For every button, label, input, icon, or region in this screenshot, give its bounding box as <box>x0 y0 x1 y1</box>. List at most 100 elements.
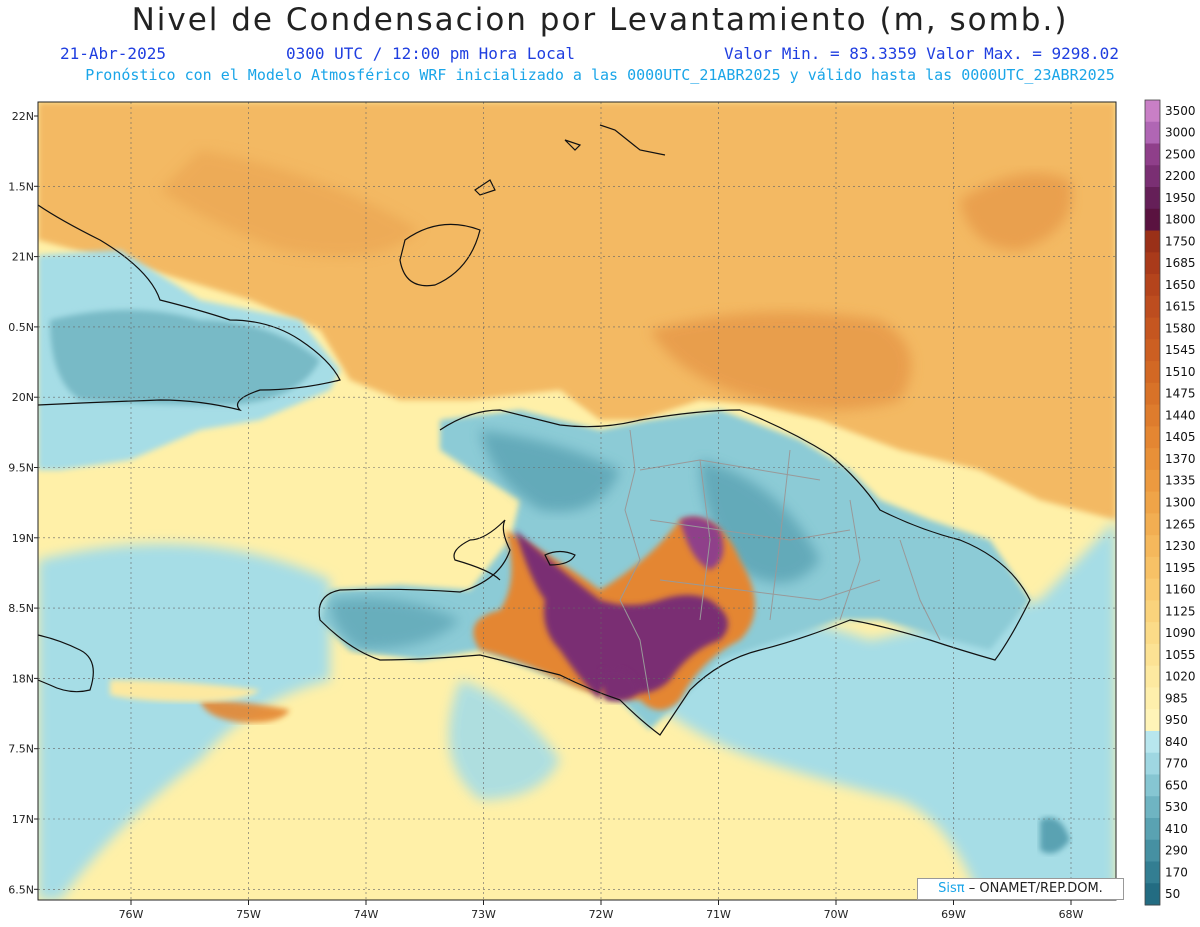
bahamas-island <box>474 179 496 196</box>
colorbar-swatch <box>1145 404 1160 427</box>
colorbar-label: 1335 <box>1165 474 1196 488</box>
jamaica-coast <box>38 634 94 693</box>
map-frame <box>37 101 1117 901</box>
lat-tick-label: 7.5N <box>8 743 34 756</box>
colorbar-swatch <box>1145 100 1160 123</box>
lat-tick-label: 18N <box>12 672 34 685</box>
sis-logo-text: Sisπ <box>938 881 965 896</box>
colorbar-label: 1650 <box>1165 278 1196 292</box>
colorbar-swatch <box>1145 426 1160 449</box>
cuba-teal <box>50 310 320 405</box>
hispaniola-teal <box>330 597 460 650</box>
colorbar-label: 290 <box>1165 844 1188 858</box>
lon-tick-label: 73W <box>471 908 496 921</box>
colorbar-label: 1545 <box>1165 343 1196 357</box>
credit-box: Sisπ – ONAMET/REP.DOM. <box>917 878 1124 900</box>
colorbar-swatch <box>1145 187 1160 210</box>
lat-tick-label: 21N <box>12 251 34 264</box>
colorbar-label: 1265 <box>1165 517 1196 531</box>
dark-orange-band <box>160 150 420 257</box>
latitude-axis: 22N 1.5N 21N 0.5N 20N 9.5N 19N 8.5N 18N 7.5N 17N 6.… <box>8 110 38 896</box>
colorbar-swatch <box>1145 469 1160 493</box>
colorbar-label: 1405 <box>1165 430 1196 444</box>
colorbar-label: 1055 <box>1165 648 1196 662</box>
colorbar-label: 50 <box>1165 887 1180 901</box>
colorbar-label: 1440 <box>1165 408 1196 422</box>
colorbar-swatch <box>1145 317 1160 340</box>
colorbar-swatch <box>1145 121 1160 145</box>
colorbar-label: 1300 <box>1165 496 1196 510</box>
colorbar-swatch <box>1145 752 1160 775</box>
colorbar-label: 950 <box>1165 713 1188 727</box>
colorbar-frame <box>1144 99 1161 906</box>
colorbar-swatch <box>1145 622 1160 645</box>
mountain-purple <box>600 667 640 702</box>
colorbar-swatch <box>1145 165 1160 188</box>
colorbar-swatch <box>1145 143 1160 166</box>
south-cyan-region <box>38 544 330 900</box>
longitude-axis: 76W 75W 74W 73W 72W 71W 70W 69W 68W <box>119 900 1084 921</box>
colorbar-swatch <box>1145 556 1160 580</box>
lon-tick-label: 74W <box>354 908 379 921</box>
colorbar-swatch <box>1145 839 1160 862</box>
colorbar-label: 1800 <box>1165 213 1196 227</box>
forecast-time: 0300 UTC / 12:00 pm Hora Local <box>286 44 575 63</box>
lon-tick-label: 75W <box>236 908 261 921</box>
colorbar-label: 1020 <box>1165 670 1196 684</box>
colorbar-label: 410 <box>1165 822 1188 836</box>
colorbar-swatch <box>1145 643 1160 667</box>
colorbar-swatch <box>1145 274 1160 297</box>
graticule <box>38 102 1116 900</box>
colorbar-label: 1370 <box>1165 452 1196 466</box>
lat-tick-label: 19N <box>12 532 34 545</box>
colorbar-label: 650 <box>1165 778 1188 792</box>
colorbar-label: 1510 <box>1165 365 1196 379</box>
colorbar-swatch <box>1145 208 1160 232</box>
colorbar-label: 530 <box>1165 800 1188 814</box>
colorbar-swatch <box>1145 796 1160 819</box>
colorbar-label: 3500 <box>1165 104 1196 118</box>
colorbar-swatch <box>1145 491 1160 514</box>
lon-tick-label: 68W <box>1059 908 1084 921</box>
colorbar-swatch <box>1145 578 1160 601</box>
lat-tick-label: 9.5N <box>8 462 34 475</box>
colorbar-swatch <box>1145 817 1160 841</box>
colorbar-swatch <box>1145 883 1160 906</box>
lon-tick-label: 76W <box>119 908 144 921</box>
colorbar-label: 1475 <box>1165 387 1196 401</box>
colorbar-label: 1125 <box>1165 604 1196 618</box>
colorbar-swatch <box>1145 513 1160 536</box>
bahamas-island <box>399 223 481 287</box>
hispaniola-coast <box>318 409 1031 736</box>
colorbar-swatch <box>1145 774 1160 797</box>
colorbar-label: 170 <box>1165 865 1188 879</box>
colorbar-swatch <box>1145 687 1160 710</box>
colorbar-swatch <box>1145 861 1160 884</box>
colorbar-label: 770 <box>1165 757 1188 771</box>
colorbar-label: 1615 <box>1165 300 1196 314</box>
colorbar-label: 1750 <box>1165 234 1196 248</box>
colorbar: 3500 3000 2500 2200 1950 1800 1750 1685 1650 1615… <box>1144 99 1196 906</box>
colorbar-label: 1195 <box>1165 561 1196 575</box>
lat-tick-label: 17N <box>12 813 34 826</box>
lon-tick-label: 72W <box>589 908 614 921</box>
lat-tick-label: 8.5N <box>8 602 34 615</box>
colorbar-swatch <box>1145 252 1160 275</box>
mona-dark-spot <box>1040 817 1070 854</box>
colorbar-swatch <box>1145 295 1160 319</box>
cuba-coast <box>38 204 341 412</box>
colorbar-swatch <box>1145 600 1160 623</box>
lon-tick-label: 70W <box>824 908 849 921</box>
mountain-purple <box>680 516 724 570</box>
gonave-island <box>544 550 576 566</box>
hispaniola-teal <box>480 430 620 512</box>
colorbar-swatch <box>1145 339 1160 362</box>
colorbar-label: 1230 <box>1165 539 1196 553</box>
colorbar-label: 840 <box>1165 735 1188 749</box>
colorbar-swatch <box>1145 535 1160 558</box>
coastlines <box>38 124 1031 736</box>
colorbar-label: 2200 <box>1165 169 1196 183</box>
colorbar-swatch <box>1145 665 1160 688</box>
lat-tick-label: 1.5N <box>8 180 34 193</box>
